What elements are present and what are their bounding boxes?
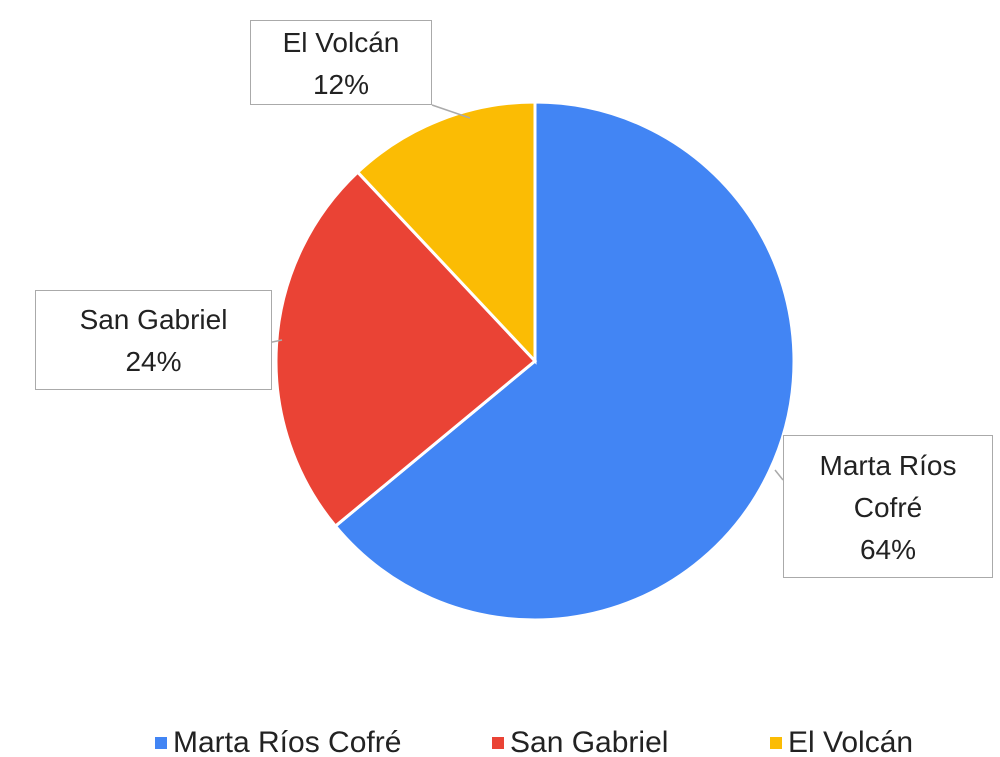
label-value: 64% — [859, 533, 917, 565]
data-label: San Gabriel 24% — [35, 290, 272, 390]
label-name: El Volcán — [282, 26, 400, 58]
data-label: El Volcán 12% — [250, 20, 432, 105]
legend-swatch — [155, 737, 167, 749]
data-label: Marta Ríos Cofré 64% — [783, 435, 993, 578]
label-name: San Gabriel — [79, 304, 228, 335]
legend-label: El Volcán — [788, 726, 913, 757]
legend-label: Marta Ríos Cofré — [173, 726, 401, 757]
pie-slice — [274, 170, 538, 529]
pie-slice — [355, 100, 537, 365]
label-value: 24% — [125, 346, 182, 377]
legend-swatch — [770, 737, 782, 749]
legend-label: San Gabriel — [510, 726, 668, 757]
label-name: Marta Ríos Cofré — [819, 449, 957, 523]
pie-slice — [333, 100, 796, 622]
leader-line — [431, 104, 471, 119]
leader-line — [774, 469, 784, 481]
legend-swatch — [492, 737, 504, 749]
label-value: 12% — [312, 68, 370, 100]
